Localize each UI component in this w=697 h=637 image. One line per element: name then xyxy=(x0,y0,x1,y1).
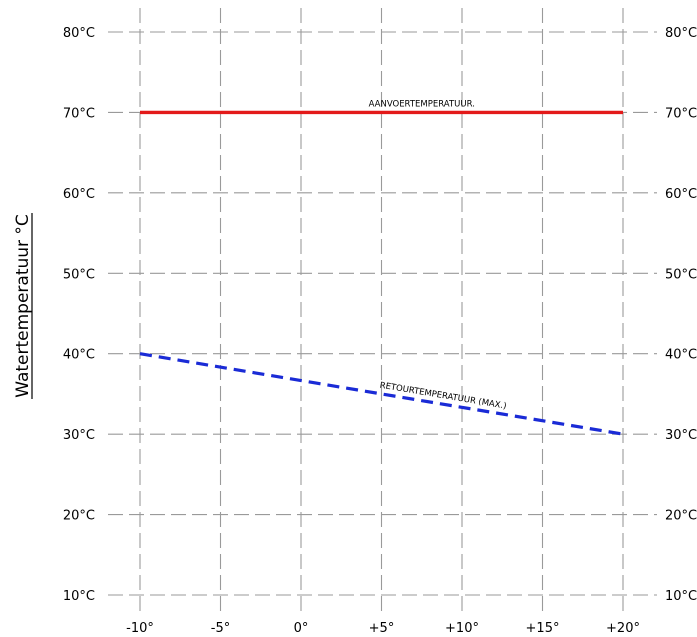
y-tick-labels-left: 80°C 70°C 60°C 50°C 40°C 30°C 20°C 10°C xyxy=(63,26,95,604)
x-tick-label-0: -10° xyxy=(126,621,154,636)
x-tick-labels: -10° -5° 0° +5° +10° +15° +20° xyxy=(126,621,640,636)
x-tick-label-2: 0° xyxy=(294,621,309,636)
y-axis-label: Watertemperatuur °C xyxy=(13,214,33,398)
series-lines xyxy=(139,110,624,436)
vertical-gridlines xyxy=(139,8,624,612)
y-tick-label-left-5: 30°C xyxy=(63,428,95,443)
y-tick-label-right-3: 50°C xyxy=(665,267,697,282)
y-tick-label-left-0: 80°C xyxy=(63,26,95,41)
x-tick-label-6: +20° xyxy=(606,621,640,636)
y-tick-label-right-4: 40°C xyxy=(665,348,697,363)
y-tick-label-left-4: 40°C xyxy=(63,348,95,363)
x-tick-label-4: +10° xyxy=(445,621,479,636)
y-tick-label-right-6: 20°C xyxy=(665,509,697,524)
y-tick-labels-right: 80°C 70°C 60°C 50°C 40°C 30°C 20°C 10°C xyxy=(665,26,697,604)
y-tick-label-left-3: 50°C xyxy=(63,267,95,282)
series-line-1 xyxy=(139,352,624,436)
x-tick-label-5: +15° xyxy=(526,621,560,636)
y-tick-label-right-1: 70°C xyxy=(665,106,697,121)
y-tick-label-left-1: 70°C xyxy=(63,106,95,121)
series-annotations: AANVOERTEMPERATUUR. RETOURTEMPERATUUR (MA… xyxy=(369,99,508,411)
y-tick-label-right-7: 10°C xyxy=(665,589,697,604)
y-axis-label-group: Watertemperatuur °C xyxy=(13,213,33,399)
y-tick-label-right-0: 80°C xyxy=(665,26,697,41)
x-tick-label-1: -5° xyxy=(211,621,230,636)
horizontal-gridlines xyxy=(108,31,657,596)
y-tick-label-left-7: 10°C xyxy=(63,589,95,604)
y-tick-label-right-2: 60°C xyxy=(665,187,697,202)
y-tick-label-left-6: 20°C xyxy=(63,509,95,524)
x-tick-label-3: +5° xyxy=(369,621,395,636)
series-annotation-1: RETOURTEMPERATUUR (MAX.) xyxy=(379,381,507,412)
y-tick-label-right-5: 30°C xyxy=(665,428,697,443)
y-tick-label-left-2: 60°C xyxy=(63,187,95,202)
series-annotation-0: AANVOERTEMPERATUUR. xyxy=(369,99,475,109)
